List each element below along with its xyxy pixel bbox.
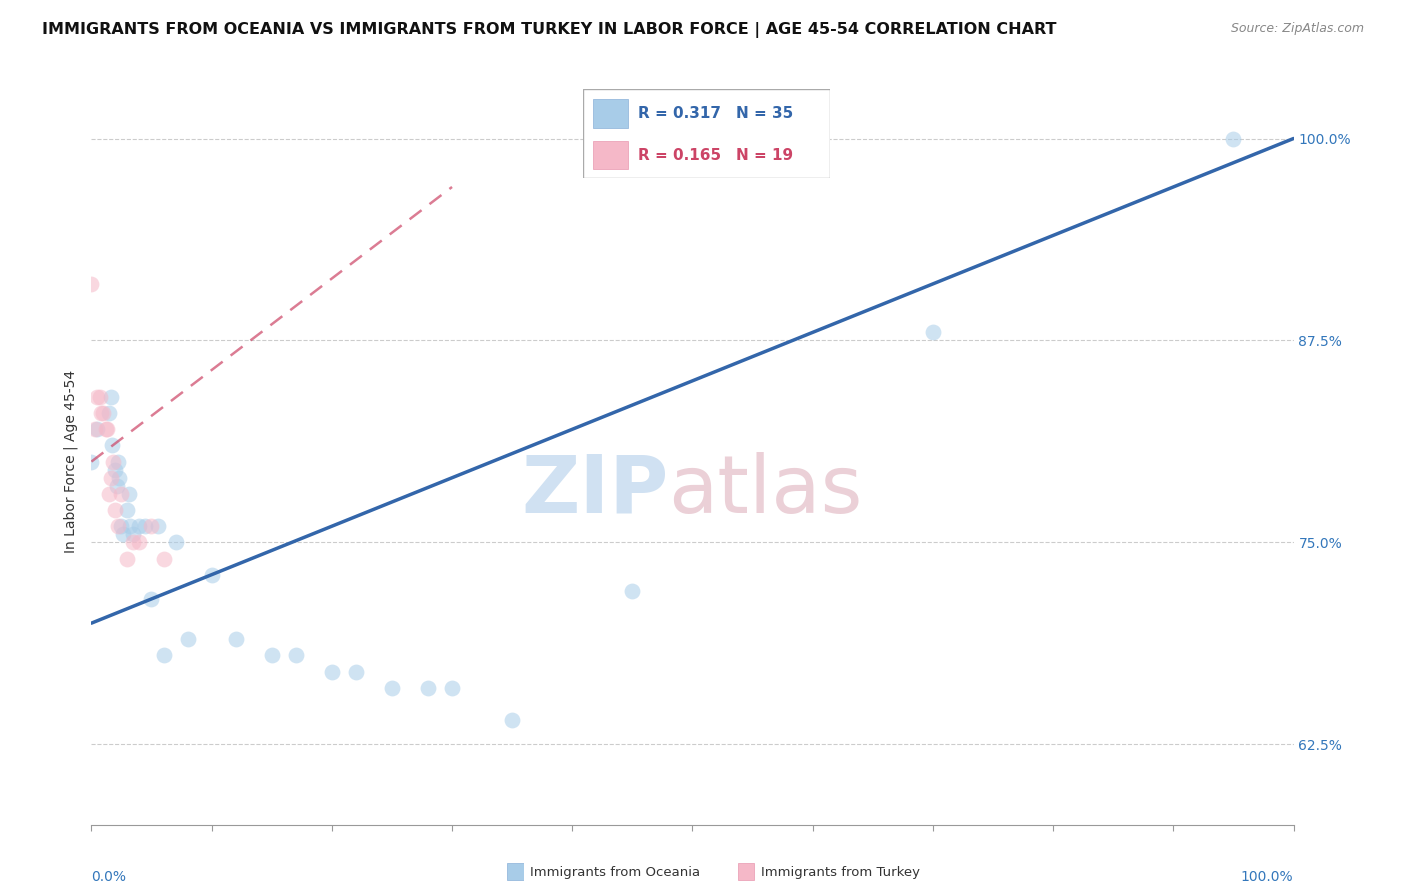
Point: [440, 681, 463, 695]
Y-axis label: In Labor Force | Age 45-54: In Labor Force | Age 45-54: [63, 370, 77, 553]
Point: [321, 665, 343, 679]
Point: [111, 527, 134, 541]
FancyBboxPatch shape: [593, 99, 627, 128]
FancyBboxPatch shape: [583, 89, 830, 178]
Point: [104, 503, 127, 517]
FancyBboxPatch shape: [593, 141, 627, 169]
Text: N = 19: N = 19: [737, 148, 793, 162]
Text: atlas: atlas: [668, 451, 863, 530]
Point: [108, 471, 131, 485]
Point: [122, 535, 145, 549]
Point: [105, 479, 128, 493]
Point: [86, 390, 108, 404]
Point: [98, 487, 121, 501]
Text: 100.0%: 100.0%: [1241, 871, 1294, 884]
Point: [225, 632, 247, 647]
Point: [110, 487, 132, 501]
Text: R = 0.165: R = 0.165: [638, 148, 721, 162]
Point: [94, 422, 117, 436]
Point: [200, 567, 222, 582]
Text: 0.0%: 0.0%: [91, 871, 127, 884]
Point: [118, 487, 141, 501]
Point: [117, 503, 139, 517]
Point: [141, 591, 163, 606]
Point: [152, 551, 174, 566]
FancyBboxPatch shape: [738, 863, 754, 880]
Point: [118, 519, 141, 533]
Point: [104, 463, 127, 477]
Point: [416, 681, 439, 695]
Point: [110, 519, 132, 533]
Point: [101, 438, 124, 452]
Point: [176, 632, 198, 647]
FancyBboxPatch shape: [508, 863, 523, 880]
Text: R = 0.317: R = 0.317: [638, 106, 721, 120]
Text: IMMIGRANTS FROM OCEANIA VS IMMIGRANTS FROM TURKEY IN LABOR FORCE | AGE 45-54 COR: IMMIGRANTS FROM OCEANIA VS IMMIGRANTS FR…: [42, 22, 1057, 38]
Point: [80, 454, 103, 468]
Point: [107, 519, 129, 533]
Point: [134, 519, 156, 533]
Point: [1222, 131, 1244, 145]
Point: [122, 527, 145, 541]
Text: Immigrants from Turkey: Immigrants from Turkey: [761, 866, 920, 879]
Point: [141, 519, 163, 533]
Point: [117, 551, 139, 566]
Point: [90, 406, 112, 420]
Point: [128, 519, 150, 533]
Point: [98, 406, 121, 420]
Point: [101, 454, 124, 468]
Point: [146, 519, 169, 533]
Point: [96, 422, 118, 436]
Point: [381, 681, 404, 695]
Point: [100, 390, 122, 404]
Point: [284, 648, 307, 663]
Text: ZIP: ZIP: [522, 451, 668, 530]
Point: [84, 422, 107, 436]
Point: [128, 535, 150, 549]
Point: [86, 422, 108, 436]
Point: [89, 390, 111, 404]
Point: [501, 713, 523, 727]
Point: [344, 665, 367, 679]
Point: [922, 326, 945, 340]
Point: [93, 406, 115, 420]
Point: [100, 471, 122, 485]
Text: N = 35: N = 35: [737, 106, 793, 120]
Text: Source: ZipAtlas.com: Source: ZipAtlas.com: [1230, 22, 1364, 36]
Point: [152, 648, 174, 663]
Point: [621, 583, 644, 598]
Point: [165, 535, 187, 549]
Text: Immigrants from Oceania: Immigrants from Oceania: [530, 866, 700, 879]
Point: [107, 454, 129, 468]
Point: [260, 648, 283, 663]
Point: [80, 277, 103, 291]
